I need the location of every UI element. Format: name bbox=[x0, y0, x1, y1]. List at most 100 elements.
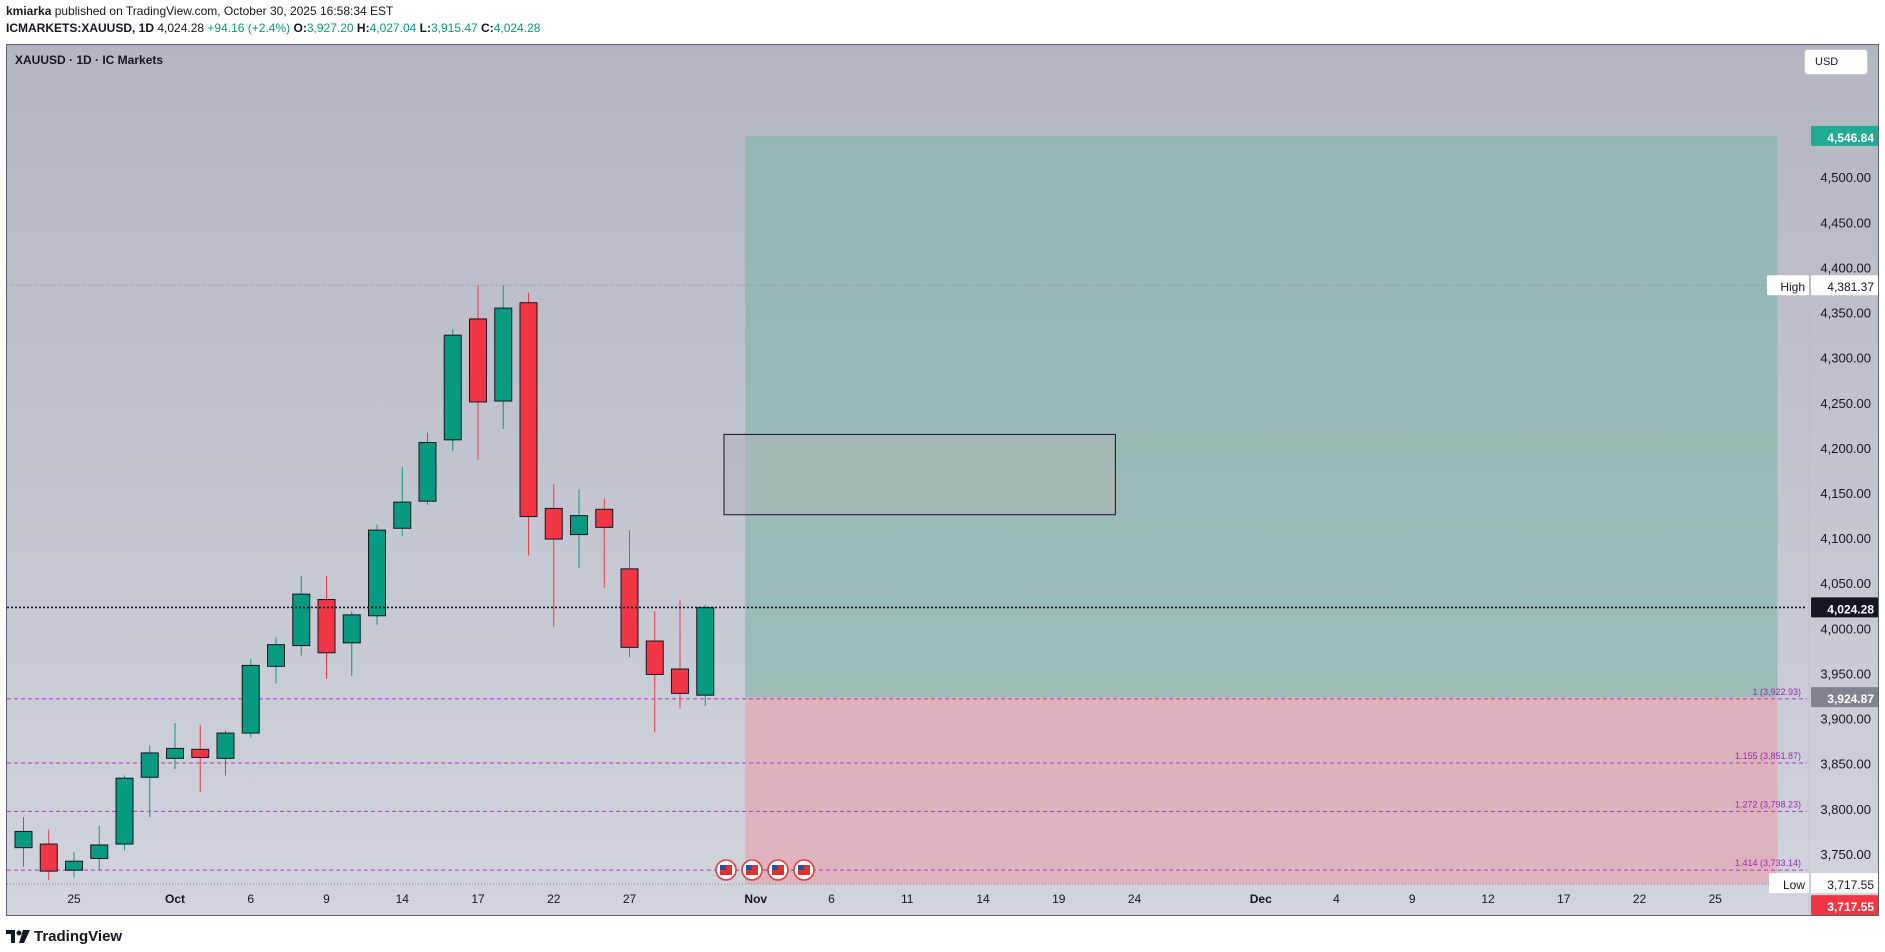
high-price-label-bg bbox=[1811, 275, 1878, 296]
profit-zone bbox=[745, 135, 1778, 698]
candle-body bbox=[342, 614, 361, 644]
candle-body bbox=[671, 668, 689, 694]
low-tag-label-bg bbox=[1769, 873, 1809, 894]
x-tick-label: 14 bbox=[976, 892, 990, 906]
candle-body bbox=[292, 593, 311, 647]
x-tick-label: 19 bbox=[1052, 892, 1066, 906]
rectangle-zone bbox=[723, 433, 1116, 516]
x-tick-label: 24 bbox=[1128, 892, 1142, 906]
open-label: O: bbox=[293, 21, 307, 35]
high-value: 4,027.04 bbox=[369, 21, 417, 35]
change-value: +94.16 (+2.4%) bbox=[207, 21, 291, 35]
candle-body bbox=[14, 830, 33, 849]
stop-price-label-bg bbox=[1811, 895, 1878, 915]
candle-body bbox=[368, 529, 386, 617]
close-label: C: bbox=[481, 21, 494, 35]
candle-body bbox=[65, 860, 83, 871]
x-tick-label: Oct bbox=[165, 892, 185, 906]
x-tick-label: Nov bbox=[744, 892, 767, 906]
candle-body bbox=[140, 752, 159, 778]
candle-body bbox=[241, 664, 260, 734]
y-tick-label: 4,400.00 bbox=[1820, 260, 1871, 275]
y-tick-label: 4,150.00 bbox=[1820, 486, 1871, 501]
y-tick-label: 3,900.00 bbox=[1820, 712, 1871, 727]
candle-body bbox=[267, 644, 285, 667]
high-price-label: 4,381.37 bbox=[1827, 280, 1874, 294]
tradingview-brand: TradingView bbox=[34, 927, 123, 945]
candle-body bbox=[317, 599, 336, 654]
low-tag-label: Low bbox=[1783, 878, 1805, 892]
x-tick-label: 25 bbox=[1709, 892, 1723, 906]
high-tag-label: High bbox=[1780, 280, 1805, 294]
x-tick-label: 9 bbox=[323, 892, 330, 906]
candle-body bbox=[166, 747, 184, 759]
author-name[interactable]: kmiarka bbox=[6, 4, 52, 18]
us-flag-canton-icon bbox=[772, 865, 778, 870]
fib-level-label: 1.155 (3,851.87) bbox=[1735, 751, 1801, 761]
tradingview-logo-icon bbox=[6, 929, 30, 943]
current-price-label-bg bbox=[1811, 597, 1878, 618]
candle-body bbox=[469, 318, 487, 403]
candle-body bbox=[418, 442, 437, 502]
low-price-label: 3,717.55 bbox=[1827, 878, 1874, 892]
symbol-line: ICMARKETS:XAUUSD, 1D bbox=[6, 21, 155, 35]
x-tick-label: 17 bbox=[471, 892, 485, 906]
candle-body bbox=[39, 843, 58, 872]
us-flag-canton-icon bbox=[798, 865, 804, 870]
candle-body bbox=[519, 302, 538, 518]
low-label: L: bbox=[419, 21, 431, 35]
y-tick-label: 4,500.00 bbox=[1820, 170, 1871, 185]
candle-body bbox=[191, 748, 210, 758]
loss-zone bbox=[745, 697, 1778, 885]
x-tick-label: 6 bbox=[247, 892, 254, 906]
high-tag-label-bg bbox=[1767, 275, 1809, 296]
us-flag-canton-icon bbox=[720, 865, 726, 870]
x-tick-label: 27 bbox=[623, 892, 637, 906]
x-tick-label: 17 bbox=[1557, 892, 1571, 906]
candle-body bbox=[696, 607, 715, 696]
y-tick-label: 4,000.00 bbox=[1820, 621, 1871, 636]
y-tick-label: 3,850.00 bbox=[1820, 757, 1871, 772]
candle-body bbox=[645, 640, 664, 675]
x-tick-label: Dec bbox=[1250, 892, 1272, 906]
y-tick-label: 3,950.00 bbox=[1820, 666, 1871, 681]
x-tick-label: 4 bbox=[1333, 892, 1340, 906]
high-label: H: bbox=[356, 21, 370, 35]
candle-body bbox=[494, 307, 513, 402]
candle-body bbox=[443, 334, 462, 441]
current-price-label: 4,024.28 bbox=[1827, 602, 1874, 616]
y-tick-label: 3,750.00 bbox=[1820, 847, 1871, 862]
y-tick-label: 3,800.00 bbox=[1820, 802, 1871, 817]
footer-brand: TradingView bbox=[6, 925, 122, 947]
y-tick-label: 4,300.00 bbox=[1820, 351, 1871, 366]
candle-body bbox=[393, 501, 412, 529]
x-tick-label: 22 bbox=[547, 892, 561, 906]
target-price-label-bg bbox=[1811, 125, 1878, 146]
x-tick-label: 9 bbox=[1409, 892, 1416, 906]
x-tick-label: 11 bbox=[901, 892, 914, 906]
fib-level-label: 1.414 (3,733.14) bbox=[1735, 858, 1801, 868]
candle-body bbox=[595, 508, 614, 528]
y-tick-label: 4,250.00 bbox=[1820, 396, 1871, 411]
candle-body bbox=[90, 844, 109, 859]
candle-body bbox=[216, 732, 235, 759]
us-flag-canton-icon bbox=[746, 865, 752, 870]
price-chart[interactable]: 1 (3,922.93) 1.155 (3,851.87) 1.272 (3,798… bbox=[7, 45, 1878, 915]
chart-frame[interactable]: 1 (3,922.93) 1.155 (3,851.87) 1.272 (3,798… bbox=[6, 44, 1879, 916]
entry-price-label-bg bbox=[1811, 687, 1878, 708]
y-tick-label: 4,450.00 bbox=[1820, 215, 1871, 230]
candle-body bbox=[115, 777, 134, 845]
currency-button[interactable]: USD bbox=[1804, 49, 1868, 75]
y-tick-label: 4,050.00 bbox=[1820, 576, 1871, 591]
x-tick-label: 25 bbox=[67, 892, 81, 906]
open-value: 3,927.20 bbox=[306, 21, 354, 35]
publish-text: published on TradingView.com, October 30… bbox=[51, 4, 394, 18]
x-tick-label: 6 bbox=[828, 892, 835, 906]
y-tick-label: 4,100.00 bbox=[1820, 531, 1871, 546]
x-tick-label: 14 bbox=[396, 892, 410, 906]
fib-level-label: 1.272 (3,798.23) bbox=[1735, 799, 1801, 809]
close-value: 4,024.28 bbox=[493, 21, 541, 35]
target-price-label: 4,546.84 bbox=[1827, 131, 1874, 145]
y-tick-label: 4,350.00 bbox=[1820, 306, 1871, 321]
x-tick-label: 12 bbox=[1481, 892, 1495, 906]
